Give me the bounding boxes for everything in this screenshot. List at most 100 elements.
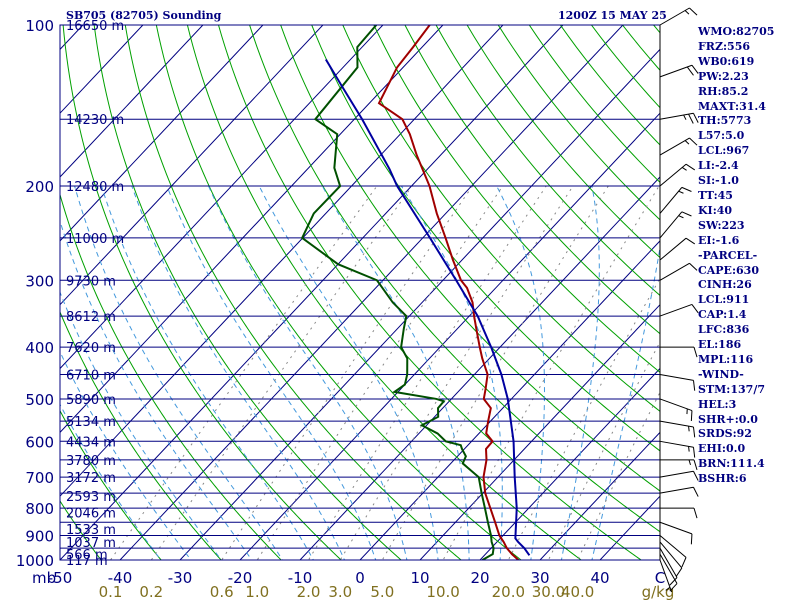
parameter-item: MPL:116 [698, 352, 754, 366]
wind-barb-half-flag [678, 190, 684, 194]
pressure-tick-label: 500 [25, 391, 54, 409]
wind-barb-flag [693, 113, 699, 123]
mixing-ratio-line [547, 341, 660, 560]
pressure-tick-label: 900 [25, 528, 54, 546]
wind-barb-flag [691, 64, 699, 74]
wind-barb-staff [659, 440, 694, 448]
station-title: SB705 (82705) Sounding [66, 9, 222, 22]
wind-barb-staff [659, 303, 693, 317]
parameter-item: EHI:0.0 [698, 442, 746, 456]
wind-barb-flag [681, 211, 692, 217]
dry-adiabat-line [311, 25, 660, 452]
wind-barb-half-flag [688, 426, 690, 432]
isotherm-line [60, 25, 204, 178]
wind-barb-flag [693, 487, 699, 497]
moist-adiabat-line [60, 219, 253, 560]
wind-barb-flag [693, 459, 698, 471]
height-label: 6710 m [66, 368, 116, 383]
parameter-item: STM:137/7 [698, 382, 765, 396]
temperature-tick-label: -30 [168, 569, 193, 587]
mixing-ratio-label: 0.6 [210, 583, 234, 600]
mixing-ratio-label: 10.0 [426, 583, 459, 600]
dry-adiabat-line [62, 25, 342, 560]
wind-barb-flag [689, 262, 698, 271]
parameter-item: EL:186 [698, 338, 742, 352]
mixing-ratio-unit-label: g/kg [642, 583, 675, 600]
dry-adiabat-line [60, 310, 222, 560]
wind-barb-staff [659, 547, 678, 578]
wind-barb-flag [690, 410, 693, 422]
mixing-ratio-label: 30.0 [532, 583, 565, 600]
wind-barb-flag [669, 583, 678, 592]
wind-barb-staff [659, 211, 683, 239]
moist-adiabat-line [166, 185, 377, 560]
temperature-tick-label: -10 [288, 569, 313, 587]
wind-barb-staff [659, 553, 678, 584]
parameter-item: LCL:967 [698, 144, 750, 158]
wind-barb-flag [685, 237, 696, 245]
parameter-item: WB0:619 [698, 54, 755, 68]
wind-barb-flag [690, 533, 693, 545]
mixing-ratio-line [507, 277, 660, 560]
parameter-item: RH:85.2 [698, 84, 749, 98]
background-lines [60, 25, 660, 560]
temperature-tick-label: 0 [355, 569, 365, 587]
parameter-item: LI:-2.4 [698, 159, 739, 173]
dry-adiabat-line [280, 25, 660, 492]
height-label: 566 m [66, 548, 108, 563]
parameter-item: -WIND- [698, 367, 744, 381]
isotherm-line [60, 25, 384, 370]
isotherm-line [60, 25, 84, 51]
moist-adiabat-line [208, 185, 408, 560]
temperature-tick-label: -20 [228, 569, 253, 587]
moist-adiabat-line [496, 185, 545, 560]
mixing-ratio-line [577, 391, 660, 560]
mixing-ratio-label: 1.0 [245, 583, 269, 600]
pressure-tick-label: 400 [25, 339, 54, 357]
pressure-tick-label: 1000 [16, 552, 54, 570]
dry-adiabat-line [186, 25, 582, 560]
dry-adiabat-line [217, 25, 642, 560]
parcel-trace [325, 58, 531, 556]
moist-adiabat-line [74, 185, 284, 560]
wind-barb-flag [693, 508, 698, 519]
temperature-tick-label: 20 [470, 569, 489, 587]
height-label: 11000 m [66, 232, 124, 247]
mixing-ratio-label: 3.0 [328, 583, 352, 600]
parameter-item: KI:40 [698, 203, 733, 217]
pressure-tick-label: 200 [25, 178, 54, 196]
wind-barb-flag [689, 7, 698, 16]
moist-adiabat-line [60, 403, 162, 560]
moist-adiabat-line [60, 290, 222, 560]
height-label: 2046 m [66, 506, 116, 521]
dry-adiabat-line [342, 25, 660, 412]
mixing-ratio-line [109, 185, 378, 560]
wind-barb-flag [669, 577, 678, 586]
isotherm-line [179, 48, 660, 560]
isotherm-line [419, 303, 660, 560]
isotherm-line [60, 25, 144, 114]
isotherm-line [60, 25, 504, 497]
dry-adiabat-line [60, 192, 282, 560]
pressure-tick-label: 800 [25, 500, 54, 518]
moist-adiabat-line [560, 185, 600, 560]
height-label: 12480 m [66, 180, 124, 195]
wind-barb-flag [692, 426, 696, 438]
height-label: 3172 m [66, 471, 116, 486]
dry-adiabat-line [435, 25, 660, 297]
wind-barb-staff [659, 398, 693, 412]
wind-barb-staff [659, 373, 694, 381]
wind-barb-staff [659, 163, 687, 187]
moist-adiabat-line [258, 185, 439, 560]
wind-barb-staff [659, 535, 687, 558]
height-label: 2593 m [66, 490, 116, 505]
wind-barb-flag [691, 304, 699, 314]
dry-adiabat-line [249, 25, 660, 533]
isotherm-line [60, 25, 444, 434]
isotherm-line [119, 25, 624, 560]
mixing-ratio-label: 0.1 [99, 583, 123, 600]
parameter-item: CAP:1.4 [698, 308, 747, 322]
wind-barb-staff [659, 262, 690, 281]
parameter-item: SW:223 [698, 218, 745, 232]
wind-barb-staff [659, 64, 693, 78]
